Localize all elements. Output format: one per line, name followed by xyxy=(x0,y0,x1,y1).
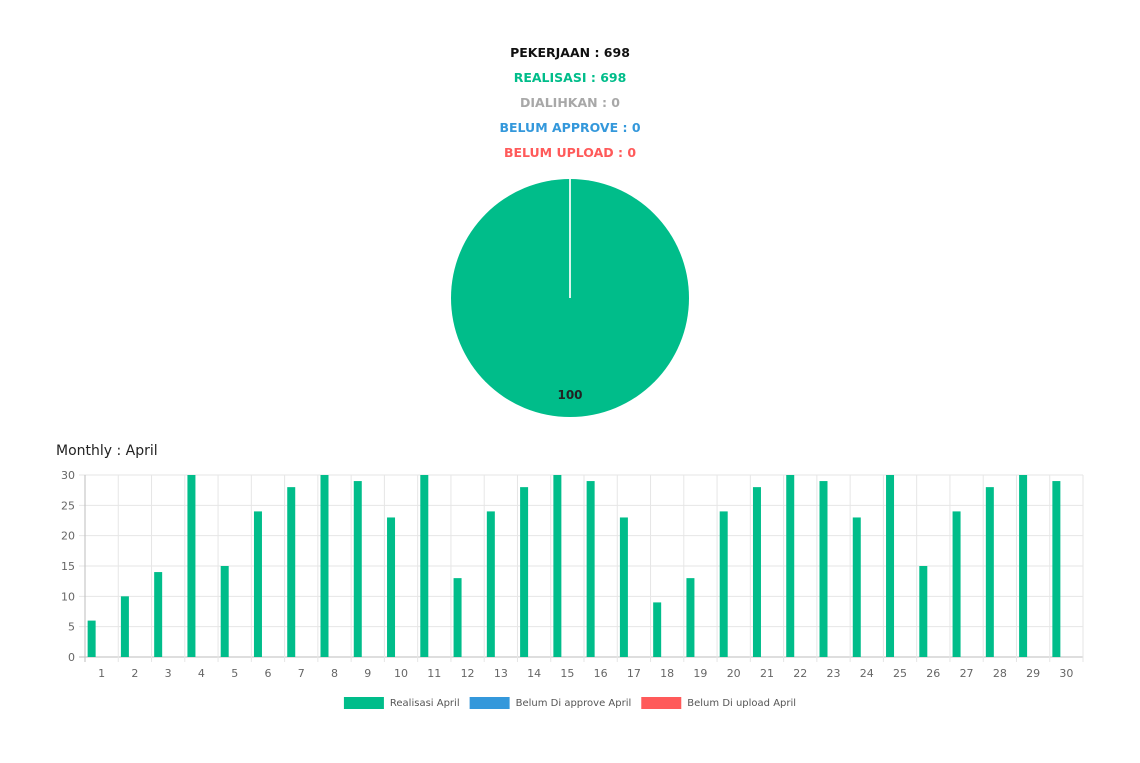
bar xyxy=(786,475,795,657)
legend-swatch[interactable] xyxy=(469,697,510,709)
bar xyxy=(886,475,895,657)
x-tick-label: 28 xyxy=(993,667,1007,680)
bar xyxy=(187,475,196,657)
bar xyxy=(719,511,728,657)
bar xyxy=(553,475,562,657)
bar xyxy=(653,602,662,657)
x-tick-label: 13 xyxy=(494,667,508,680)
x-tick-label: 27 xyxy=(960,667,974,680)
bar xyxy=(154,572,163,657)
y-tick-label: 25 xyxy=(61,499,75,512)
x-tick-label: 3 xyxy=(165,667,172,680)
bar xyxy=(919,566,928,657)
x-tick-label: 6 xyxy=(264,667,271,680)
bar xyxy=(353,481,362,657)
bar xyxy=(320,475,329,657)
legend-label[interactable]: Belum Di upload April xyxy=(687,698,796,709)
bar xyxy=(387,517,396,657)
y-tick-label: 30 xyxy=(61,469,75,482)
x-tick-label: 14 xyxy=(527,667,541,680)
x-tick-label: 25 xyxy=(893,667,907,680)
legend-swatch[interactable] xyxy=(641,697,682,709)
bar xyxy=(819,481,828,657)
pie-data-label: 100 xyxy=(557,388,582,402)
x-tick-label: 10 xyxy=(394,667,408,680)
bar xyxy=(287,487,296,657)
x-tick-label: 16 xyxy=(594,667,608,680)
x-tick-label: 7 xyxy=(298,667,305,680)
bar xyxy=(586,481,595,657)
x-tick-label: 1 xyxy=(98,667,105,680)
y-tick-label: 5 xyxy=(68,621,75,634)
legend-swatch[interactable] xyxy=(343,697,384,709)
y-tick-label: 0 xyxy=(68,651,75,664)
x-tick-label: 22 xyxy=(793,667,807,680)
x-tick-label: 12 xyxy=(461,667,475,680)
x-tick-label: 8 xyxy=(331,667,338,680)
bar xyxy=(752,487,761,657)
summary-realisasi: REALISASI : 698 xyxy=(513,70,627,85)
pie-chart: 100 xyxy=(451,179,689,417)
x-tick-label: 18 xyxy=(660,667,674,680)
x-tick-label: 11 xyxy=(427,667,441,680)
bar xyxy=(985,487,994,657)
x-tick-label: 20 xyxy=(727,667,741,680)
x-tick-label: 4 xyxy=(198,667,205,680)
bar xyxy=(253,511,262,657)
x-tick-label: 5 xyxy=(231,667,238,680)
bar xyxy=(1019,475,1028,657)
x-tick-label: 17 xyxy=(627,667,641,680)
bar xyxy=(220,566,229,657)
y-tick-label: 15 xyxy=(61,560,75,573)
x-tick-label: 26 xyxy=(926,667,940,680)
bar xyxy=(453,578,462,657)
bar xyxy=(520,487,529,657)
x-tick-label: 15 xyxy=(560,667,574,680)
summary-dialihkan: DIALIHKAN : 0 xyxy=(520,95,620,110)
x-tick-label: 30 xyxy=(1059,667,1073,680)
y-tick-label: 10 xyxy=(61,590,75,603)
y-tick-label: 20 xyxy=(61,530,75,543)
x-tick-label: 9 xyxy=(364,667,371,680)
bar xyxy=(852,517,861,657)
summary-belum-upload: BELUM UPLOAD : 0 xyxy=(503,145,637,160)
x-tick-label: 2 xyxy=(131,667,138,680)
bar xyxy=(1052,481,1061,657)
x-tick-label: 24 xyxy=(860,667,874,680)
summary-belum-approve: BELUM APPROVE : 0 xyxy=(499,120,641,135)
x-tick-label: 21 xyxy=(760,667,774,680)
monthly-chart-title: Monthly : April xyxy=(56,443,158,459)
bar xyxy=(486,511,495,657)
bar xyxy=(87,620,96,657)
summary-pekerjaan: PEKERJAAN : 698 xyxy=(510,45,630,60)
x-tick-label: 29 xyxy=(1026,667,1040,680)
summary-panel: PEKERJAAN : 698 REALISASI : 698 DIALIHKA… xyxy=(0,40,1140,165)
x-tick-label: 19 xyxy=(693,667,707,680)
x-tick-label: 23 xyxy=(827,667,841,680)
legend-label[interactable]: Belum Di approve April xyxy=(516,698,632,709)
bar xyxy=(619,517,628,657)
bar xyxy=(952,511,961,657)
legend-label[interactable]: Realisasi April xyxy=(390,698,460,709)
bar xyxy=(420,475,429,657)
bar xyxy=(686,578,695,657)
bar xyxy=(120,596,129,657)
